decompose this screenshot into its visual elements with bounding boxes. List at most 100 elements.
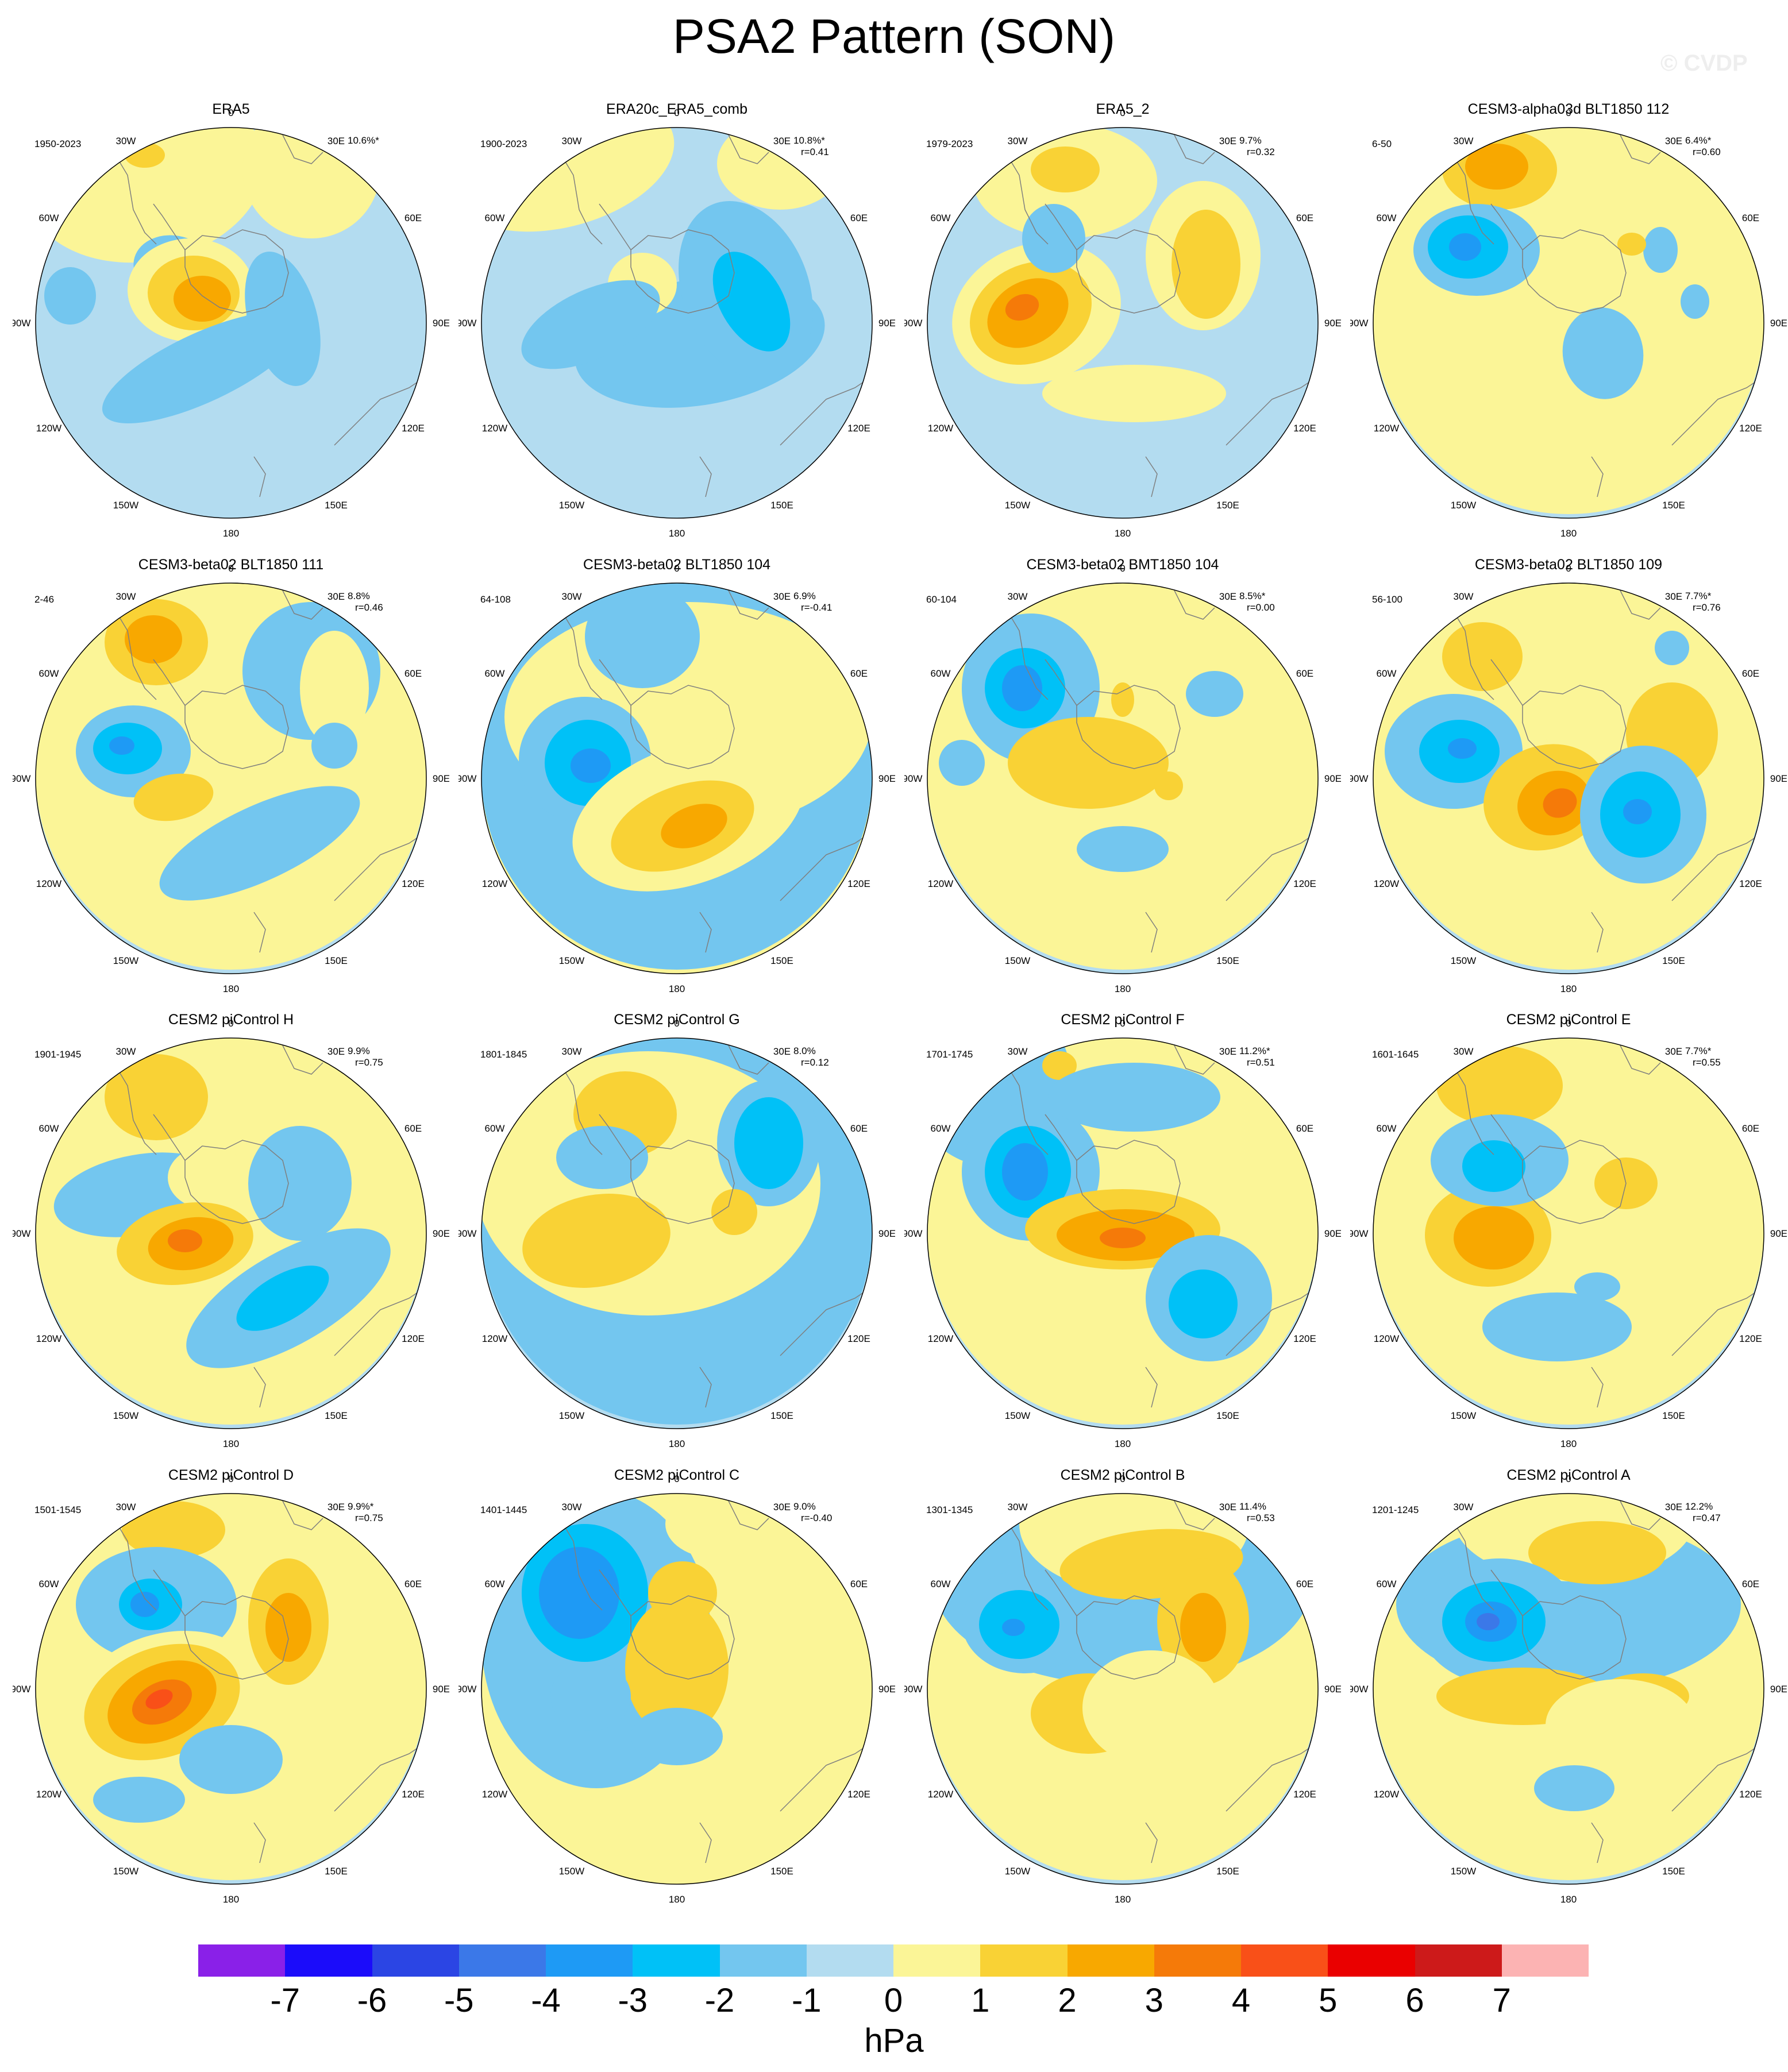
contour-region xyxy=(1111,682,1134,717)
africa-coastline xyxy=(1174,1045,1215,1075)
panel-title: CESM2 piControl H xyxy=(168,1012,294,1028)
longitude-label: 60W xyxy=(39,1579,59,1589)
colorbar-unit-label: hPa xyxy=(864,2022,924,2059)
panel-variance-pct: 11.4% xyxy=(1239,1501,1266,1512)
africa-coastline xyxy=(728,1500,769,1530)
panel-years: 1979-2023 xyxy=(926,138,973,149)
colorbar-tick: -3 xyxy=(618,1982,648,2019)
contour-region xyxy=(133,773,214,821)
contour-region xyxy=(1186,671,1243,717)
contour-region xyxy=(1082,1650,1220,1765)
longitude-label: 150W xyxy=(113,1410,138,1421)
australia-coastline xyxy=(1591,376,1764,497)
map-panel: CESM2 piControl C 1401-1445 9.0% r=-0.40 0 30… xyxy=(458,1467,895,1903)
longitude-label: 30W xyxy=(1008,1046,1028,1057)
panel-years: 1301-1345 xyxy=(926,1504,973,1515)
longitude-label: 150W xyxy=(1451,1410,1476,1421)
australia-coastline xyxy=(699,1286,872,1408)
longitude-label: 120W xyxy=(928,423,953,434)
polar-map: 0 30E 60E 90E 120E 150E 180 150W 120W 90W 60W 30W xyxy=(904,563,1341,993)
colorbar-swatch xyxy=(633,1944,720,1977)
longitude-label: 60E xyxy=(1742,213,1759,223)
panel-variance-pct: 8.0% xyxy=(793,1045,816,1056)
colorbar-swatch xyxy=(806,1944,893,1977)
longitude-label: 180 xyxy=(1560,1894,1577,1903)
map-panel: CESM2 piControl A 1201-1245 12.2% r=0.47 0 30… xyxy=(1350,1467,1787,1903)
map-border xyxy=(927,1037,1319,1429)
contour-region xyxy=(665,1494,769,1558)
polar-map: 0 30E 60E 90E 120E 150E 180 150W 120W 90W 60W 30W xyxy=(458,107,895,537)
longitude-label: 30W xyxy=(562,1046,582,1057)
longitude-label: 0 xyxy=(228,1473,233,1484)
longitude-label: 150W xyxy=(1005,500,1030,511)
contour-region xyxy=(1436,1045,1563,1126)
contour-region xyxy=(1454,1206,1534,1270)
antarctica-coastline xyxy=(599,203,735,314)
longitude-label: 30E xyxy=(773,1046,791,1057)
antarctica-coastline xyxy=(1490,203,1627,314)
polar-map: 0 30E 60E 90E 120E 150E 180 150W 120W 90W 60W 30W xyxy=(1350,1473,1787,1903)
longitude-label: 30E xyxy=(1665,136,1682,146)
antarctica-coastline xyxy=(1045,1114,1181,1224)
contour-region xyxy=(1562,307,1644,399)
contour-region xyxy=(1002,665,1042,711)
africa-coastline xyxy=(1174,1500,1215,1530)
longitude-label: 90E xyxy=(878,1684,895,1695)
panel-title: CESM3-beta02 BLT1850 109 xyxy=(1474,557,1663,573)
longitude-label: 180 xyxy=(1115,1438,1131,1448)
contour-region xyxy=(661,804,727,848)
longitude-label: 0 xyxy=(1120,1018,1125,1029)
contour-region xyxy=(556,1126,648,1189)
antarctica-coastline xyxy=(1490,1114,1627,1224)
africa-coastline xyxy=(1174,134,1215,164)
longitude-label: 90W xyxy=(458,773,476,784)
longitude-label: 150W xyxy=(113,1866,138,1877)
longitude-label: 90W xyxy=(1350,1228,1368,1239)
longitude-label: 90W xyxy=(458,1228,476,1239)
longitude-label: 120E xyxy=(1293,423,1316,434)
longitude-label: 60E xyxy=(404,1579,422,1589)
longitude-label: 120W xyxy=(1374,423,1399,434)
africa-coastline xyxy=(1620,1045,1661,1075)
longitude-label: 150E xyxy=(325,955,348,966)
contour-region xyxy=(1180,1593,1226,1662)
polar-map: 0 30E 60E 90E 120E 150E 180 150W 120W 90W 60W 30W xyxy=(13,1473,449,1903)
colorbar-swatch xyxy=(719,1944,807,1977)
africa-coastline xyxy=(1620,134,1661,164)
colorbar-swatch xyxy=(1154,1944,1241,1977)
contour-region xyxy=(1528,1521,1666,1584)
map-border xyxy=(35,1037,427,1429)
longitude-label: 60W xyxy=(485,213,505,223)
contour-region xyxy=(1002,1143,1048,1201)
antarctica-coastline xyxy=(1045,203,1181,314)
panel-years: 1950-2023 xyxy=(34,138,82,149)
longitude-label: 90E xyxy=(1324,1228,1341,1239)
longitude-label: 150E xyxy=(770,500,793,511)
colorbar-swatch xyxy=(1415,1944,1502,1977)
colorbar-tick: 2 xyxy=(1058,1982,1077,2019)
map-panel: CESM2 piControl H 1901-1945 9.9% r=0.75 0 30E… xyxy=(13,1011,449,1448)
antarctica-coastline xyxy=(153,659,289,769)
longitude-label: 30E xyxy=(1219,1046,1236,1057)
panel-title: CESM2 piControl F xyxy=(1061,1012,1185,1028)
longitude-label: 150E xyxy=(1216,500,1239,511)
australia-coastline xyxy=(253,831,426,953)
longitude-label: 150W xyxy=(559,500,584,511)
antarctica-coastline xyxy=(1490,1569,1627,1680)
page-title: PSA2 Pattern (SON) xyxy=(672,9,1116,63)
contour-region xyxy=(145,1689,173,1710)
contour-region xyxy=(242,128,380,238)
panel-pattern-corr: r=0.75 xyxy=(355,1512,383,1523)
longitude-label: 150E xyxy=(770,955,793,966)
longitude-label: 30W xyxy=(562,591,582,602)
australia-coastline xyxy=(1145,1742,1318,1863)
longitude-label: 150W xyxy=(1451,955,1476,966)
panel-pattern-corr: r=-0.41 xyxy=(801,602,833,613)
colorbar-tick: -2 xyxy=(704,1982,735,2019)
contour-region xyxy=(168,1229,202,1252)
longitude-label: 60W xyxy=(1377,213,1397,223)
longitude-label: 180 xyxy=(669,983,685,993)
longitude-label: 60W xyxy=(39,668,59,679)
longitude-label: 60E xyxy=(404,668,422,679)
contour-region xyxy=(1169,1270,1238,1338)
